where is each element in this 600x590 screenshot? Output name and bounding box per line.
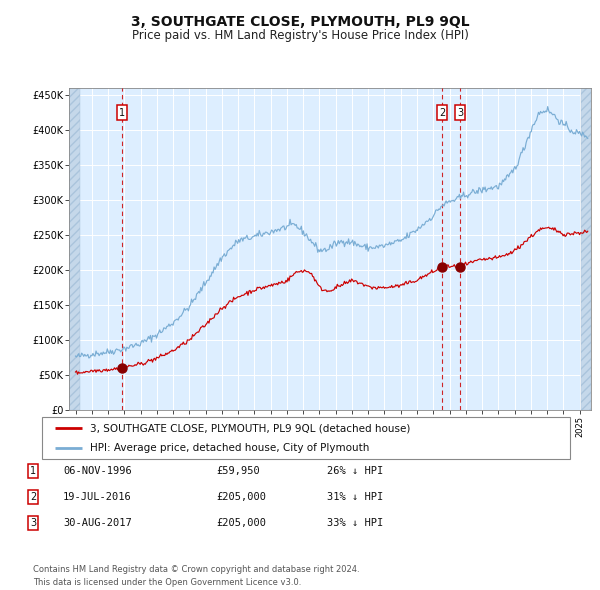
- Text: 2: 2: [439, 107, 445, 117]
- Bar: [581, 88, 591, 410]
- Text: Price paid vs. HM Land Registry's House Price Index (HPI): Price paid vs. HM Land Registry's House …: [131, 30, 469, 42]
- Text: 19-JUL-2016: 19-JUL-2016: [63, 492, 132, 502]
- Text: 3, SOUTHGATE CLOSE, PLYMOUTH, PL9 9QL: 3, SOUTHGATE CLOSE, PLYMOUTH, PL9 9QL: [131, 15, 469, 29]
- Text: HPI: Average price, detached house, City of Plymouth: HPI: Average price, detached house, City…: [89, 442, 369, 453]
- Text: 3: 3: [457, 107, 463, 117]
- Text: 1: 1: [30, 466, 36, 476]
- Text: £205,000: £205,000: [216, 518, 266, 527]
- Bar: [69, 88, 80, 410]
- Text: 06-NOV-1996: 06-NOV-1996: [63, 466, 132, 476]
- FancyBboxPatch shape: [42, 417, 570, 459]
- Text: 3: 3: [30, 518, 36, 527]
- Text: 30-AUG-2017: 30-AUG-2017: [63, 518, 132, 527]
- Text: £59,950: £59,950: [216, 466, 260, 476]
- Text: 1: 1: [119, 107, 125, 117]
- Text: £205,000: £205,000: [216, 492, 266, 502]
- Text: 3, SOUTHGATE CLOSE, PLYMOUTH, PL9 9QL (detached house): 3, SOUTHGATE CLOSE, PLYMOUTH, PL9 9QL (d…: [89, 423, 410, 433]
- Text: 26% ↓ HPI: 26% ↓ HPI: [327, 466, 383, 476]
- Text: 2: 2: [30, 492, 36, 502]
- Text: 31% ↓ HPI: 31% ↓ HPI: [327, 492, 383, 502]
- Text: 33% ↓ HPI: 33% ↓ HPI: [327, 518, 383, 527]
- Text: Contains HM Land Registry data © Crown copyright and database right 2024.
This d: Contains HM Land Registry data © Crown c…: [33, 565, 359, 587]
